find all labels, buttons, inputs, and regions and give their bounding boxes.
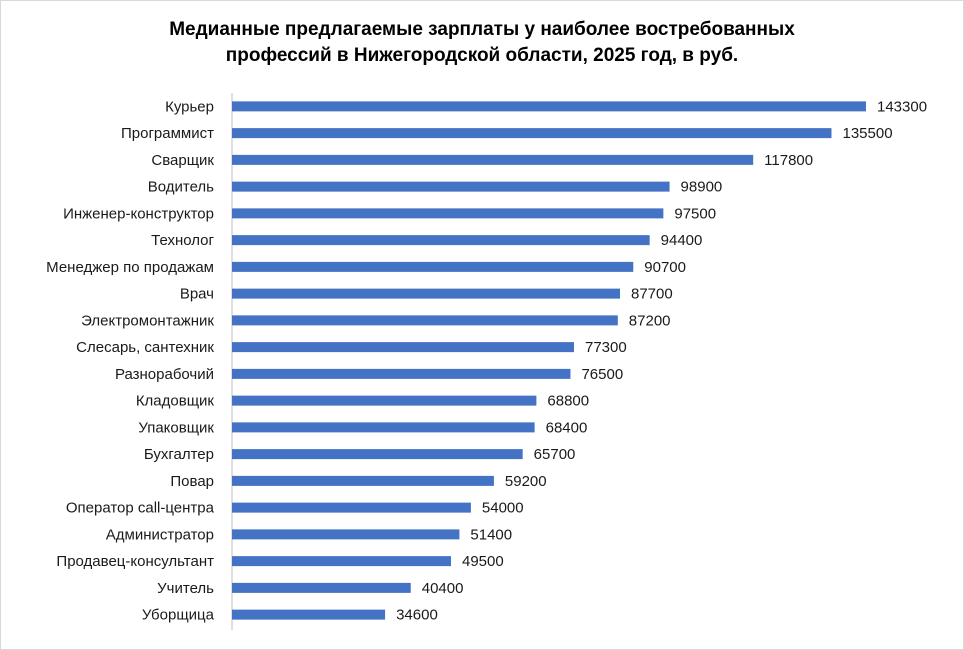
category-label: Повар: [170, 473, 214, 490]
data-label: 87700: [631, 286, 673, 303]
category-label: Врач: [180, 286, 214, 303]
data-label: 65700: [534, 446, 576, 463]
data-label: 94400: [661, 232, 703, 249]
data-label: 143300: [877, 98, 927, 115]
bar: [232, 582, 411, 593]
category-label: Слесарь, сантехник: [76, 339, 214, 356]
bar: [232, 235, 650, 246]
category-label: Бухгалтер: [144, 446, 214, 463]
category-label: Разнорабочий: [115, 366, 214, 383]
data-label: 135500: [842, 125, 892, 142]
bar: [232, 181, 670, 192]
data-label: 68400: [546, 419, 588, 436]
data-label: 59200: [505, 473, 547, 490]
bar: [232, 529, 460, 540]
bar: [232, 128, 832, 139]
category-label: Учитель: [157, 580, 214, 597]
bar: [232, 395, 537, 406]
category-label: Менеджер по продажам: [46, 259, 214, 276]
category-label: Упаковщик: [138, 419, 214, 436]
bar: [232, 342, 574, 353]
data-label: 34600: [396, 607, 438, 624]
data-label: 97500: [674, 205, 716, 222]
data-label: 76500: [581, 366, 623, 383]
category-label: Оператор call-центра: [66, 500, 215, 517]
category-label: Курьер: [165, 98, 214, 115]
bar: [232, 368, 571, 379]
bar: [232, 475, 494, 486]
category-label: Технолог: [151, 232, 214, 249]
category-label: Администратор: [106, 526, 214, 543]
category-label: Уборщица: [142, 607, 215, 624]
data-label: 77300: [585, 339, 627, 356]
bar: [232, 422, 535, 433]
category-label: Инженер-конструктор: [63, 205, 214, 222]
data-label: 49500: [462, 553, 504, 570]
chart-title: Медианные предлагаемые зарплаты у наибол…: [0, 17, 964, 69]
data-label: 68800: [547, 393, 589, 410]
category-label: Электромонтажник: [81, 312, 214, 329]
bar: [232, 101, 866, 112]
bar: [232, 502, 471, 513]
bar: [232, 261, 634, 272]
bar: [232, 208, 664, 219]
chart-title-line-2: профессий в Нижегородской области, 2025 …: [225, 45, 739, 66]
chart-title-line-1: Медианные предлагаемые зарплаты у наибол…: [169, 19, 795, 40]
bar: [232, 315, 618, 326]
data-label: 87200: [629, 312, 671, 329]
bar: [232, 288, 621, 299]
data-label: 117800: [764, 152, 813, 169]
category-label: Программист: [121, 125, 214, 142]
data-label: 51400: [470, 526, 512, 543]
bar: [232, 556, 452, 567]
data-label: 54000: [482, 500, 524, 517]
category-label: Кладовщик: [136, 393, 215, 410]
data-label: 90700: [644, 259, 686, 276]
bar: [232, 154, 754, 165]
category-label: Продавец-консультант: [56, 553, 214, 570]
bar: [232, 449, 523, 460]
data-label: 40400: [422, 580, 464, 597]
bar: [232, 609, 386, 620]
category-label: Сварщик: [151, 152, 214, 169]
category-label: Водитель: [148, 179, 214, 196]
data-label: 98900: [681, 179, 723, 196]
